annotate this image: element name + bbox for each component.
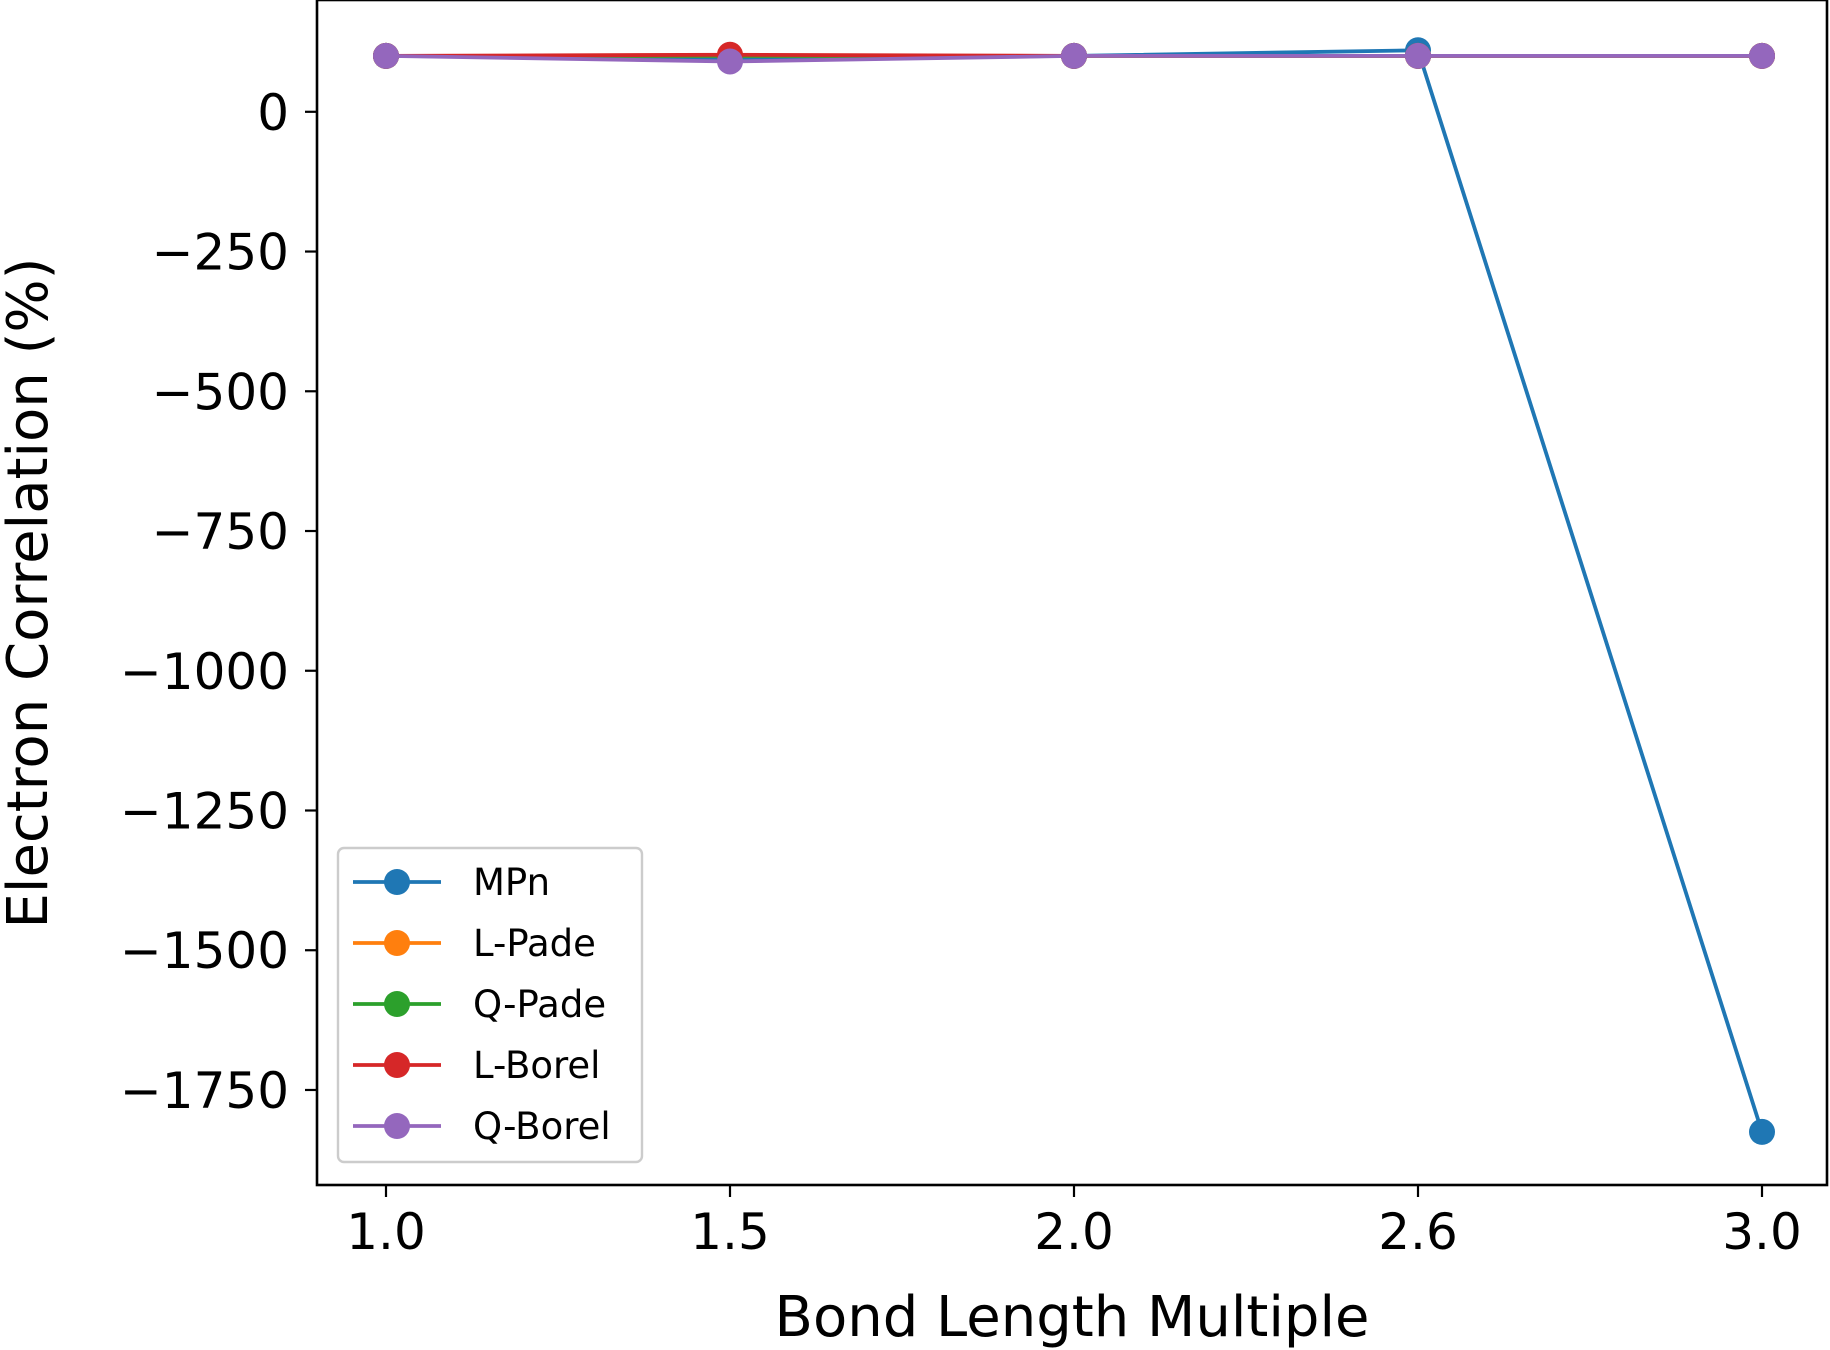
data-point-mpn xyxy=(1749,1118,1775,1145)
x-tick-label: 2.6 xyxy=(1378,1203,1458,1261)
data-point-q-borel xyxy=(717,48,743,75)
x-axis-label: Bond Length Multiple xyxy=(775,1285,1370,1350)
legend-marker-mpn xyxy=(384,869,410,895)
y-tick-label: −1000 xyxy=(120,643,289,701)
plot-frame xyxy=(315,0,1829,1187)
y-tick-label: −1500 xyxy=(120,922,289,980)
legend-marker-q-borel xyxy=(384,1113,410,1139)
y-tick-label: 0 xyxy=(257,84,289,142)
x-axis-ticks: 1.0 1.5 2.0 2.6 3.0 xyxy=(346,1185,1802,1261)
y-tick-label: −1250 xyxy=(120,782,289,840)
legend-label-l-borel: L-Borel xyxy=(473,1044,600,1087)
y-tick-label: −750 xyxy=(152,503,289,561)
data-point-q-borel xyxy=(1405,42,1431,69)
legend-label-q-borel: Q-Borel xyxy=(473,1105,611,1148)
data-point-q-borel xyxy=(373,42,399,69)
x-tick-label: 3.0 xyxy=(1722,1203,1802,1261)
y-tick-label: −250 xyxy=(152,224,289,282)
data-point-q-borel xyxy=(1749,42,1775,69)
y-axis-label: Electron Correlation (%) xyxy=(0,258,61,929)
y-tick-label: −500 xyxy=(152,363,289,421)
legend-frame xyxy=(336,846,644,1164)
legend: MPn L-Pade Q-Pade L-Borel Q-Borel xyxy=(336,846,644,1164)
legend-label-l-pade: L-Pade xyxy=(473,922,596,965)
x-tick-label: 1.5 xyxy=(690,1203,770,1261)
legend-label-mpn: MPn xyxy=(473,861,550,904)
x-tick-label: 2.0 xyxy=(1034,1203,1114,1261)
legend-marker-l-pade xyxy=(384,930,410,956)
data-point-q-borel xyxy=(1061,42,1087,69)
legend-marker-q-pade xyxy=(384,991,410,1017)
series-layer xyxy=(373,37,1775,1145)
legend-marker-l-borel xyxy=(384,1052,410,1078)
y-axis-ticks: 0 −250 −500 −750 −1000 −1250 −1500 −1750 xyxy=(120,84,317,1120)
legend-label-q-pade: Q-Pade xyxy=(473,983,606,1026)
x-tick-label: 1.0 xyxy=(346,1203,426,1261)
y-tick-label: −1750 xyxy=(120,1062,289,1120)
